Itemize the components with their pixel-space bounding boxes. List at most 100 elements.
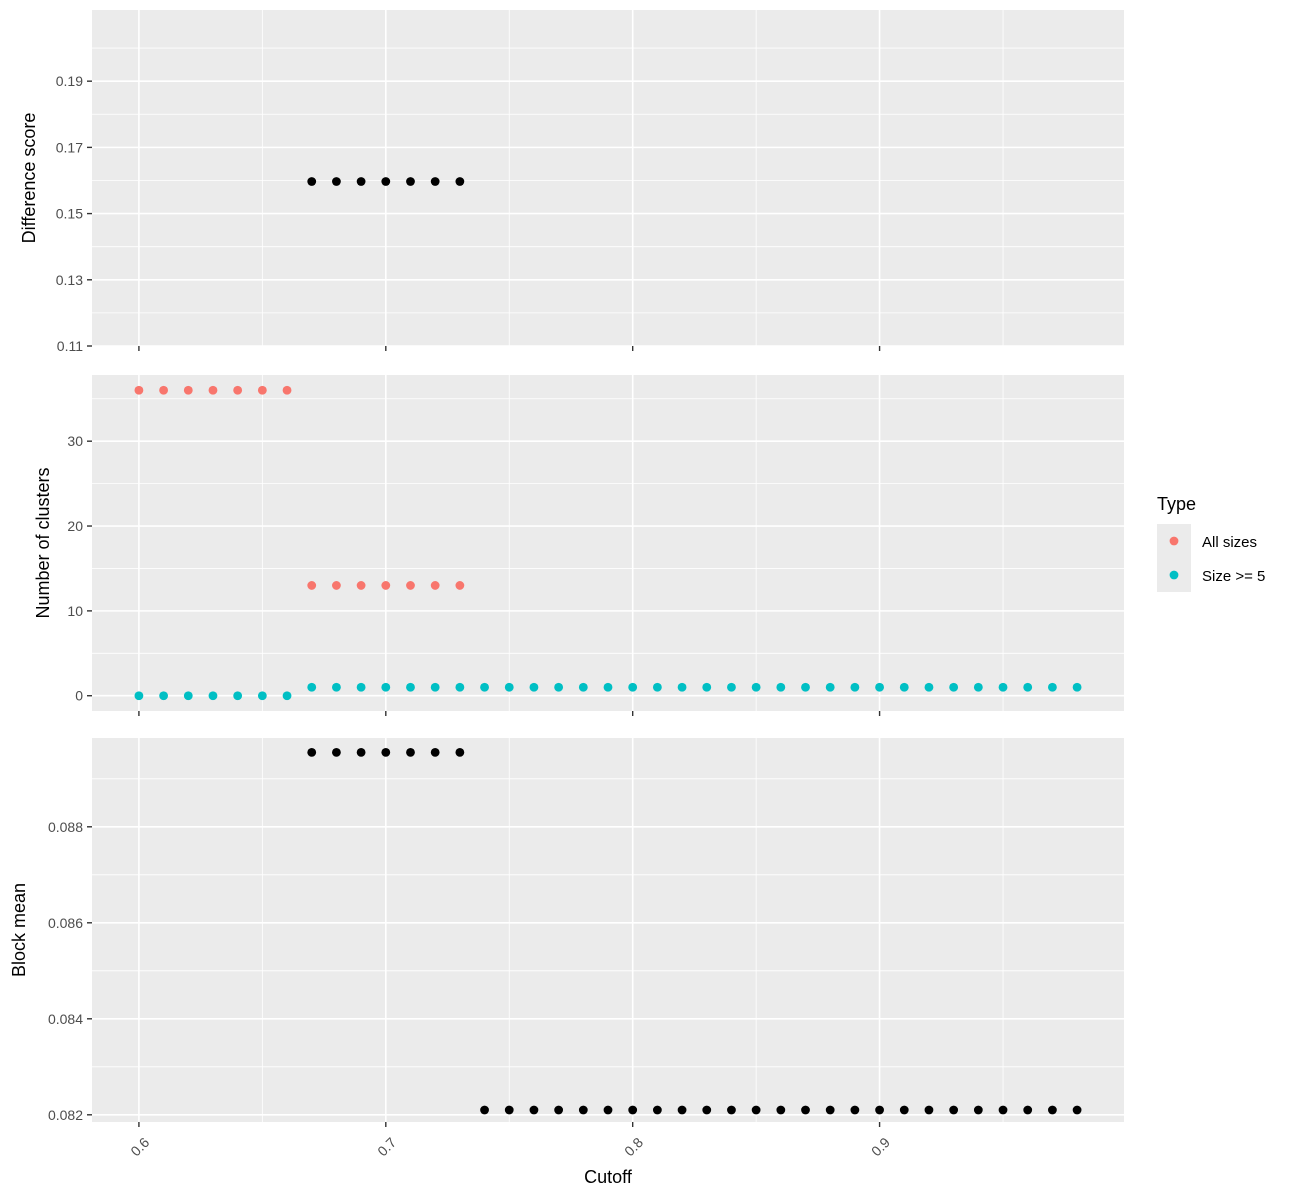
- data-point: [529, 682, 539, 692]
- data-point: [702, 682, 712, 692]
- data-point: [480, 682, 489, 692]
- data-point: [159, 691, 168, 701]
- data-point: [332, 581, 341, 590]
- data-point: [455, 177, 465, 186]
- data-point: [282, 691, 292, 701]
- data-point: [801, 682, 810, 692]
- data-point: [1048, 1105, 1057, 1115]
- data-point: [899, 682, 909, 692]
- y-tick-label: 0.19: [56, 73, 83, 89]
- data-point: [430, 748, 440, 757]
- data-point: [751, 682, 761, 692]
- data-point: [134, 691, 144, 701]
- data-point: [455, 748, 465, 757]
- y-tick-label: 0.084: [48, 1011, 83, 1027]
- data-point: [406, 581, 415, 590]
- data-point: [381, 581, 391, 590]
- data-point: [233, 691, 243, 701]
- data-point: [677, 682, 687, 692]
- y-tick-label: 0.13: [56, 272, 83, 288]
- data-point: [899, 1105, 909, 1115]
- data-point: [307, 581, 317, 590]
- x-tick-label: 0.8: [621, 1134, 646, 1159]
- data-point: [554, 682, 564, 692]
- data-point: [332, 682, 341, 692]
- data-point: [949, 1105, 959, 1115]
- data-point: [825, 1105, 835, 1115]
- data-point: [727, 1105, 736, 1115]
- data-point: [1048, 682, 1057, 692]
- data-point: [702, 1105, 712, 1115]
- data-point: [282, 385, 292, 395]
- data-point: [603, 1105, 613, 1115]
- data-point: [183, 385, 193, 395]
- data-point: [652, 682, 662, 692]
- data-point: [727, 682, 736, 692]
- data-point: [208, 385, 218, 395]
- panel-background: [92, 738, 1124, 1122]
- legend-swatch-all-sizes: [1169, 536, 1179, 546]
- data-point: [924, 1105, 934, 1115]
- data-point: [578, 682, 588, 692]
- legend: Type All sizes Size >= 5: [1157, 494, 1265, 592]
- data-point: [973, 682, 983, 692]
- data-point: [628, 1105, 638, 1115]
- data-point: [406, 748, 415, 757]
- data-point: [924, 682, 934, 692]
- data-point: [356, 177, 366, 186]
- legend-label-all-sizes: All sizes: [1202, 534, 1257, 551]
- data-point: [504, 682, 514, 692]
- data-point: [578, 1105, 588, 1115]
- data-point: [430, 682, 440, 692]
- data-point: [332, 177, 341, 186]
- x-tick-label: 0.7: [374, 1134, 399, 1159]
- data-point: [603, 682, 613, 692]
- data-point: [381, 682, 391, 692]
- y-tick-label: 10: [67, 603, 83, 619]
- y-tick-label: 0.17: [56, 139, 83, 155]
- panel-3: 0.082 0.084 0.086 0.088 Block mean: [9, 738, 1124, 1127]
- legend-label-size-5: Size >= 5: [1202, 568, 1265, 585]
- data-point: [159, 385, 168, 395]
- data-point: [677, 1105, 687, 1115]
- y-tick-label: 0.11: [57, 338, 83, 354]
- data-point: [850, 682, 860, 692]
- data-point: [850, 1105, 860, 1115]
- data-point: [381, 748, 391, 757]
- panel-background: [92, 375, 1124, 711]
- data-point: [455, 682, 465, 692]
- data-point: [949, 682, 959, 692]
- data-point: [406, 177, 415, 186]
- data-point: [998, 1105, 1008, 1115]
- x-axis-title: Cutoff: [584, 1167, 633, 1187]
- data-point: [183, 691, 193, 701]
- data-point: [430, 581, 440, 590]
- data-point: [307, 748, 317, 757]
- data-point: [381, 177, 391, 186]
- data-point: [875, 1105, 884, 1115]
- data-point: [430, 177, 440, 186]
- data-point: [233, 385, 243, 395]
- data-point: [875, 682, 884, 692]
- panel-background: [92, 10, 1124, 346]
- data-point: [1023, 1105, 1033, 1115]
- y-tick-label: 30: [67, 433, 83, 449]
- data-point: [554, 1105, 564, 1115]
- data-point: [751, 1105, 761, 1115]
- data-point: [455, 581, 465, 590]
- data-point: [628, 682, 638, 692]
- panels: 0.11 0.13 0.15 0.17 0.19 Difference score 0 10 2…: [9, 10, 1124, 1159]
- data-point: [332, 748, 341, 757]
- data-point: [801, 1105, 810, 1115]
- data-point: [257, 691, 267, 701]
- data-point: [1072, 682, 1082, 692]
- data-point: [356, 682, 366, 692]
- y-tick-label: 20: [67, 518, 83, 534]
- data-point: [1072, 1105, 1082, 1115]
- data-point: [529, 1105, 539, 1115]
- data-point: [998, 682, 1008, 692]
- data-point: [776, 682, 786, 692]
- legend-title: Type: [1157, 494, 1196, 514]
- y-axis-title: Number of clusters: [33, 467, 53, 618]
- y-tick-label: 0.15: [56, 206, 83, 222]
